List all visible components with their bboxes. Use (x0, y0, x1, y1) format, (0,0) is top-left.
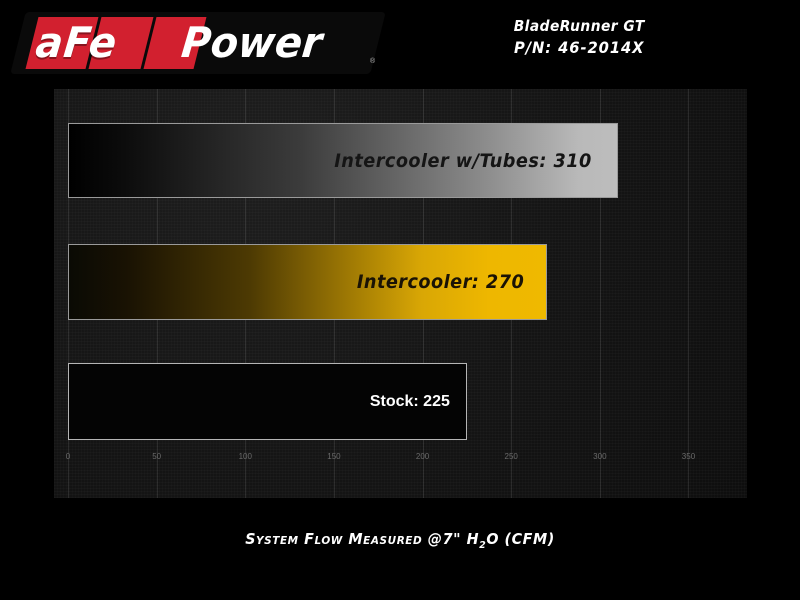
x-axis-tick-labels: 0 50 100 150 200 250 300 350 (54, 452, 747, 474)
part-number: P/N: 46-2014X (513, 38, 644, 57)
logo-text-power: Power (179, 18, 325, 67)
header: aFe Power ® BladeRunner GT P/N: 46-2014X (0, 0, 800, 88)
caption-part-1: System Flow Measured @7" H (245, 530, 480, 548)
x-tick-300: 300 (593, 452, 607, 461)
x-tick-250: 250 (504, 452, 518, 461)
caption-subscript: 2 (479, 540, 487, 551)
product-info: BladeRunner GT P/N: 46-2014X (513, 16, 644, 58)
logo-text-afe: aFe (33, 18, 120, 67)
caption-part-2: O (CFM) (486, 530, 555, 548)
afe-power-logo: aFe Power ® (10, 12, 386, 74)
bar-intercooler: Intercooler: 270 (68, 244, 547, 320)
x-tick-0: 0 (65, 452, 71, 461)
bar-intercooler-with-tubes: Intercooler w/Tubes: 310 (68, 123, 618, 198)
bar-label: Intercooler: 270 (356, 271, 524, 293)
bar-label: Stock: 225 (369, 392, 450, 410)
chart-caption: System Flow Measured @7" H2O (CFM) (20, 530, 780, 551)
chart-plot-area: Intercooler w/Tubes: 310 Intercooler: 27… (54, 89, 747, 498)
product-name: BladeRunner GT (513, 17, 645, 35)
bar-stock: Stock: 225 (68, 363, 467, 440)
x-tick-200: 200 (415, 452, 430, 461)
gridline-350 (688, 89, 690, 498)
bar-label: Intercooler w/Tubes: 310 (333, 149, 592, 172)
x-tick-350: 350 (681, 452, 696, 461)
x-tick-50: 50 (152, 452, 162, 461)
chart-panel: Intercooler w/Tubes: 310 Intercooler: 27… (54, 89, 747, 498)
x-tick-100: 100 (238, 452, 252, 461)
x-tick-150: 150 (327, 452, 341, 461)
registered-trademark-icon: ® (370, 58, 376, 65)
gridline-300 (599, 89, 601, 498)
